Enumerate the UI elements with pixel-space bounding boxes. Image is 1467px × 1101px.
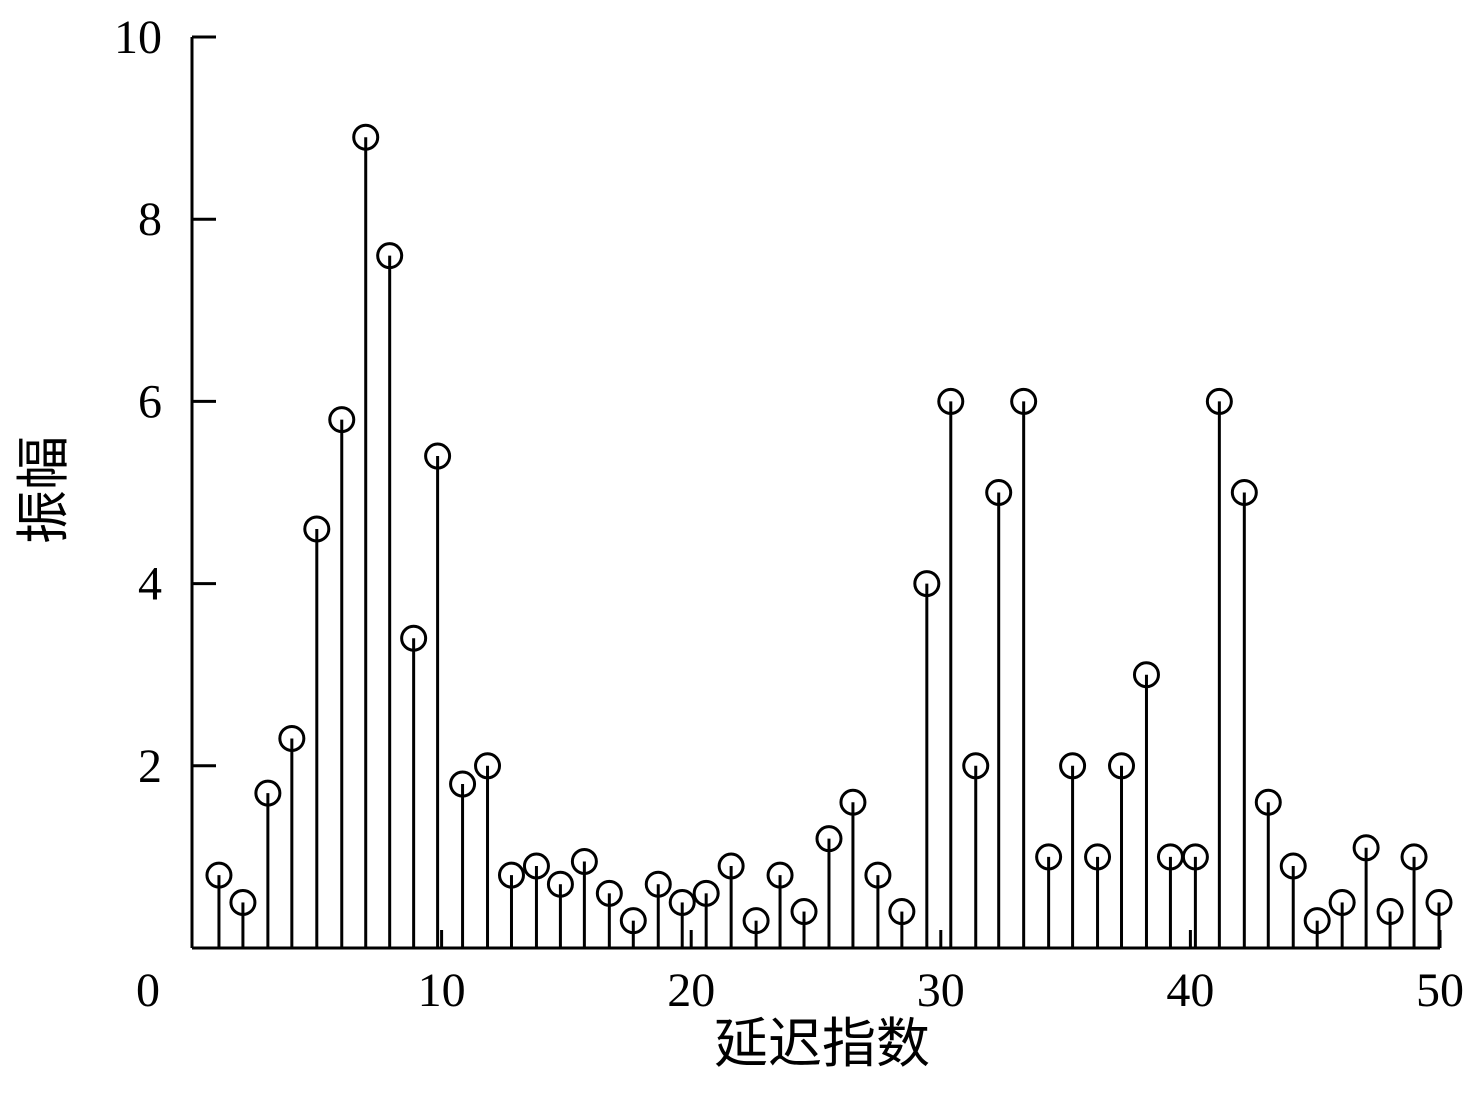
y-tick-label: 0 [136, 964, 160, 1017]
stem-marker [449, 770, 477, 798]
stem-marker [1181, 843, 1209, 871]
stem-marker [937, 387, 965, 415]
stem-marker [692, 879, 720, 907]
stem-marker [1010, 387, 1038, 415]
stem-marker [1254, 788, 1282, 816]
stem-marker [595, 879, 623, 907]
stem-marker [522, 852, 550, 880]
y-tick-label: 10 [114, 11, 162, 64]
stem-marker [888, 898, 916, 926]
y-tick-label: 2 [138, 740, 162, 793]
stem-marker [766, 861, 794, 889]
stem-marker [1376, 898, 1404, 926]
stem-marker [717, 852, 745, 880]
stem-marker [790, 898, 818, 926]
y-tick-label: 4 [138, 558, 162, 611]
stem-marker [205, 861, 233, 889]
stem-marker [668, 888, 696, 916]
stem-marker [1084, 843, 1112, 871]
stem-marker [1059, 752, 1087, 780]
stem-marker [985, 479, 1013, 506]
stem-marker [474, 752, 502, 780]
stem-marker [254, 779, 282, 807]
x-tick-label: 20 [667, 964, 715, 1017]
x-tick-label: 10 [418, 964, 466, 1017]
stem-marker [570, 847, 598, 875]
stem-marker [1108, 752, 1136, 780]
stem-marker [328, 406, 356, 434]
stem-marker [1279, 852, 1307, 880]
stem-marker [1425, 888, 1453, 916]
stem-marker [1400, 843, 1428, 871]
stem-marker [619, 907, 647, 935]
stem-marker [1328, 888, 1356, 916]
y-tick-label: 8 [138, 193, 162, 246]
stem-marker [497, 861, 525, 889]
stem-marker [424, 442, 452, 470]
stem-marker [742, 907, 770, 935]
stem-marker [1230, 479, 1258, 506]
stem-marker [815, 825, 843, 853]
stem-marker [1132, 661, 1160, 689]
stem-marker [1035, 843, 1063, 871]
x-axis-title: 延迟指数 [714, 1014, 930, 1074]
stem-marker [352, 123, 380, 151]
stem-marker [400, 624, 428, 652]
y-tick-label: 6 [138, 375, 162, 428]
stem-marker [546, 870, 574, 898]
stem-marker [913, 570, 941, 598]
stem-marker [278, 724, 306, 752]
stem-marker [303, 515, 331, 543]
stem-marker [962, 752, 990, 780]
stem-marker [644, 870, 672, 898]
stem-marker [1303, 907, 1331, 935]
x-tick-label: 50 [1416, 964, 1464, 1017]
stem-marker [376, 242, 404, 270]
x-tick-label: 40 [1166, 964, 1214, 1017]
stem-marker [229, 888, 257, 916]
y-axis-title: 振幅 [14, 436, 74, 544]
x-tick-label: 30 [917, 964, 965, 1017]
stem-marker [1352, 834, 1380, 862]
stem-marker [839, 788, 867, 816]
stem-marker [1205, 387, 1233, 415]
stem-marker [864, 861, 892, 889]
